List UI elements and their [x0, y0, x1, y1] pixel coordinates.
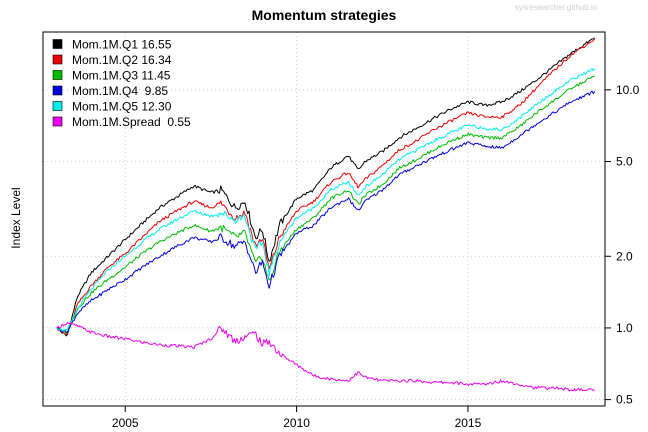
y-tick-label: 5.0	[616, 155, 633, 169]
x-tick-label: 2010	[283, 416, 310, 430]
series-line-4	[56, 90, 596, 334]
series-line-1	[56, 37, 596, 337]
series-line-5	[56, 68, 596, 332]
series-lines	[56, 37, 596, 392]
legend-swatch	[52, 54, 63, 65]
legend-label: Mom.1M.Q4 9.85	[72, 84, 168, 98]
watermark-text: sysresearcher.github.io	[515, 3, 598, 12]
legend-swatch	[52, 116, 63, 127]
chart-title: Momentum strategies	[252, 7, 397, 23]
y-tick-label: 0.5	[616, 393, 633, 407]
y-axis: 0.5 1.0 2.0 5.0 10.0	[604, 83, 640, 407]
legend-swatch	[52, 101, 63, 111]
series-line-3	[56, 75, 595, 335]
series-line-6	[56, 322, 595, 392]
legend-swatch	[52, 70, 63, 80]
y-axis-label: Index Level	[9, 187, 23, 248]
legend-label: Mom.1M.Q3 11.45	[72, 69, 171, 83]
x-tick-label: 2015	[455, 416, 482, 430]
x-tick-label: 2005	[112, 416, 139, 430]
y-tick-label: 1.0	[616, 321, 633, 335]
legend-label: Mom.1M.Q5 12.30	[72, 100, 172, 114]
y-tick-label: 2.0	[616, 249, 633, 263]
legend-label: Mom.1M.Q2 16.34	[72, 53, 172, 67]
legend-label: Mom.1M.Q1 16.55	[72, 38, 172, 52]
series-line-2	[56, 38, 596, 336]
legend-swatch	[52, 85, 63, 96]
x-axis: 2005 2010 2015	[112, 405, 482, 430]
legend-swatch	[52, 39, 63, 49]
legend-label: Mom.1M.Spread 0.55	[72, 115, 191, 129]
grid-lines	[43, 32, 605, 406]
y-tick-label: 10.0	[616, 83, 640, 97]
